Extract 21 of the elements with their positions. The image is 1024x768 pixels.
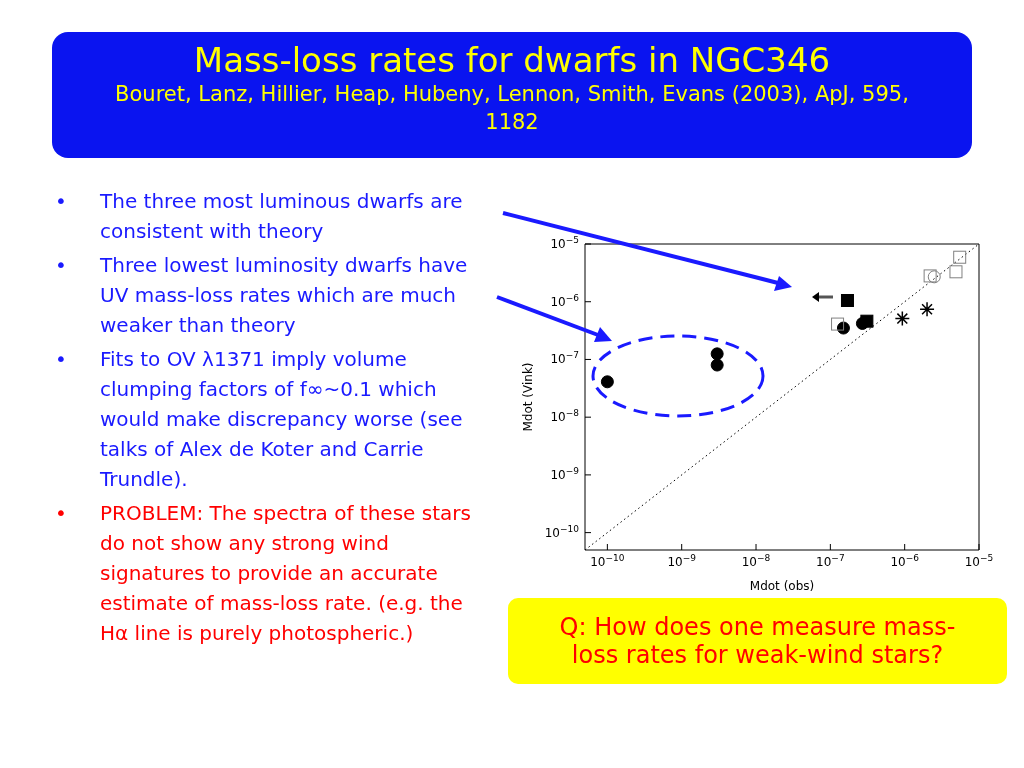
y-tick-label: 10$^{−8}$ [550, 408, 580, 425]
y-tick-label: 10$^{−6}$ [550, 292, 580, 309]
chart-title: Mass-loss rates for dwarfs in NGC346 [192, 40, 832, 80]
text: • Fits to OV λ1371 imply volume clumping factors of f∞~0.1 which would make discrepancy worse (see talks of Alex de Koter and Carrie Trundle). [55, 347, 463, 491]
y-tick-label: 10$^{−9}$ [550, 465, 580, 482]
x-tick-label: 10$^{−7}$ [816, 553, 845, 569]
text: Q: How does one measure mass-loss rates for weak-wind stars? [508, 598, 1007, 684]
y-tick-label: 10$^{−7}$ [550, 350, 579, 367]
x-tick-label: 10$^{−10}$ [590, 553, 625, 569]
x-tick-label: 10$^{−8}$ [741, 553, 771, 569]
text: • PROBLEM: The spectra of these stars do not show any strong wind signatures to provide an accurate estimate of mass-loss rate. (e.g. the Hα line is purely photospheric.) [55, 501, 471, 645]
chart-subtitle: Bouret, Lanz, Hillier, Heap, Hubeny, Lennon, Smith, Evans (2003), ApJ, 595, 1182 [114, 81, 910, 136]
text: • Three lowest luminosity dwarfs have UV mass-loss rates which are much weaker than theory [55, 253, 468, 337]
x-tick-label: 10$^{−9}$ [667, 553, 697, 569]
x-tick-label: 10$^{−6}$ [890, 553, 920, 569]
y-tick-label: 10$^{−10}$ [544, 523, 580, 540]
x-axis-title: Mdot (obs) [749, 579, 815, 593]
text: • The three most luminous dwarfs are consistent with theory [55, 189, 463, 243]
y-axis-title: Mdot (Vink) [521, 362, 536, 432]
y-tick-label: 10$^{−5}$ [550, 235, 579, 251]
x-tick-label: 10$^{−5}$ [964, 553, 994, 569]
